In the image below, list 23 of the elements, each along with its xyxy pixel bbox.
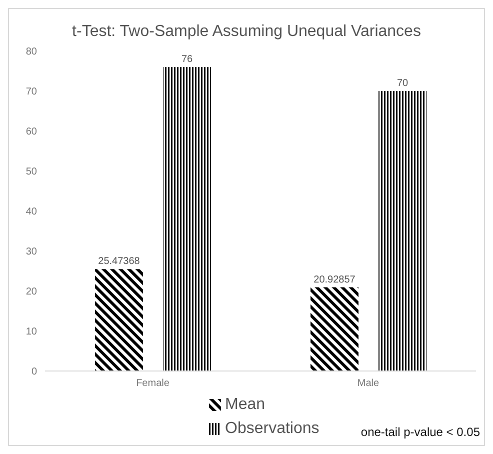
y-tick-label: 80 [26,46,38,58]
x-tick-label: Female [136,378,170,390]
bar [95,269,143,371]
data-label: 70 [396,78,408,89]
bar [378,91,426,371]
y-tick-label: 20 [26,286,38,298]
text: one-tail p-value < 0.05 [360,425,480,439]
y-tick-label: 10 [26,326,38,338]
y-tick-label: 0 [31,366,38,378]
y-tick-label: 40 [26,206,38,218]
data-label: 76 [181,54,193,65]
y-tick-label: 60 [26,126,38,138]
legend-label: Mean [225,395,266,415]
data-label: 20.92857 [314,274,356,286]
legend-label: Observations [225,419,320,439]
bar [310,287,358,371]
bar [163,67,211,371]
y-tick-label: 50 [26,166,38,178]
x-tick-label: Male [357,378,380,390]
y-tick-label: 30 [26,246,38,258]
chart-title: t-Test: Two-Sample Assuming Unequal Variances [71,23,422,41]
y-tick-label: 70 [26,86,38,98]
data-label: 25.47368 [98,256,140,268]
